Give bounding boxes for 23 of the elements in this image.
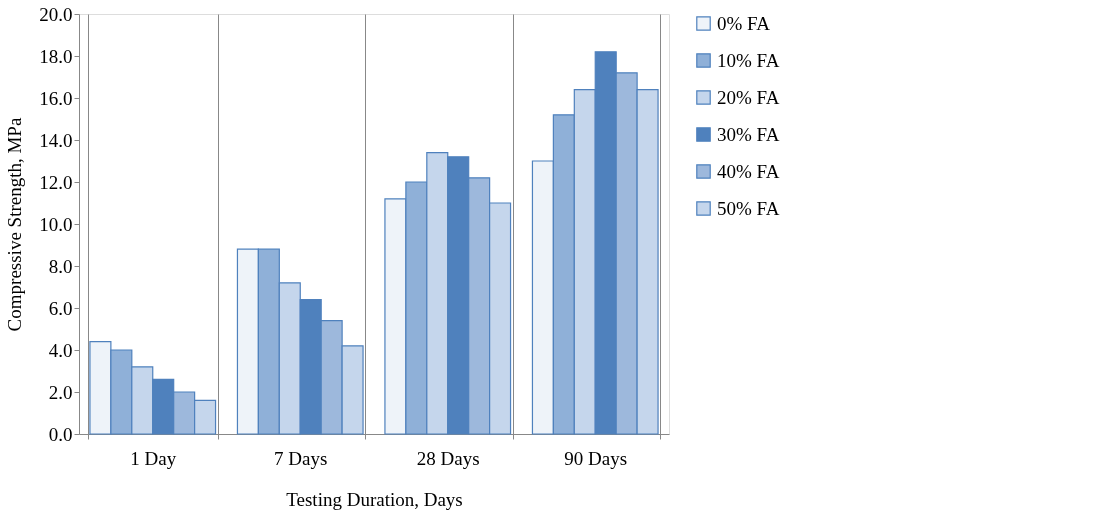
- y-tick-label: 20.0: [39, 3, 73, 25]
- x-tick-label: 7 Days: [274, 447, 328, 469]
- y-tick-label: 2.0: [48, 381, 73, 403]
- y-tick-label: 0.0: [48, 423, 73, 445]
- x-tick-label: 1 Day: [130, 447, 177, 469]
- legend-label: 0% FA: [717, 12, 771, 34]
- y-tick-label: 8.0: [48, 255, 73, 277]
- y-tick-label: 10.0: [39, 213, 73, 235]
- x-tick-label: 28 Days: [416, 447, 480, 469]
- y-tick-label: 6.0: [48, 297, 73, 319]
- y-tick-label: 18.0: [39, 45, 73, 67]
- y-tick-label: 16.0: [39, 87, 73, 109]
- legend-label: 40% FA: [717, 160, 780, 182]
- legend-label: 30% FA: [717, 123, 780, 145]
- legend-label: 50% FA: [717, 197, 780, 219]
- x-axis-title: Testing Duration, Days: [286, 488, 463, 510]
- y-axis-title: Compressive Strength, MPa: [4, 117, 26, 332]
- y-tick-label: 12.0: [39, 171, 73, 193]
- legend-label: 10% FA: [717, 49, 780, 71]
- x-tick-label: 90 Days: [564, 447, 628, 469]
- y-tick-label: 4.0: [48, 339, 73, 361]
- y-tick-label: 14.0: [39, 129, 73, 151]
- legend-label: 20% FA: [717, 86, 780, 108]
